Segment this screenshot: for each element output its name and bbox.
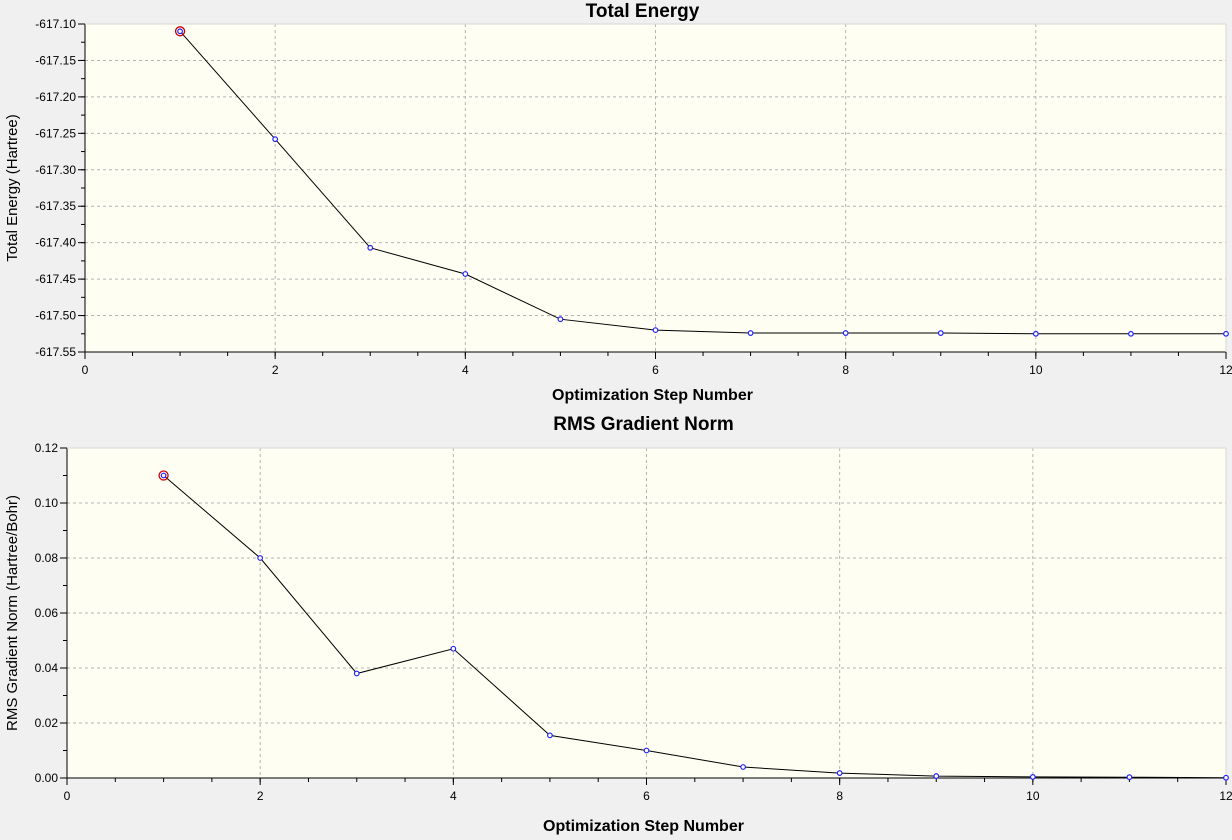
y-axis-title: RMS Gradient Norm (Hartree/Bohr) xyxy=(4,495,21,731)
x-tick-label: 8 xyxy=(842,363,849,377)
series-line xyxy=(179,30,1226,335)
x-tick-label: 6 xyxy=(652,363,659,377)
data-point xyxy=(1223,774,1229,781)
x-tick-label: 4 xyxy=(450,789,457,803)
data-point xyxy=(1223,330,1229,337)
x-axis-title: Optimization Step Number xyxy=(543,818,744,835)
data-point xyxy=(937,330,944,336)
data-point xyxy=(177,28,183,35)
data-point xyxy=(450,645,457,652)
x-tick-label: 0 xyxy=(82,363,89,377)
x-tick-label: 4 xyxy=(462,363,469,377)
y-tick-label: -617.45 xyxy=(35,272,76,286)
ticks xyxy=(60,447,1227,785)
data-point xyxy=(272,136,279,143)
data-point xyxy=(1126,774,1133,781)
y-tick-label: -617.20 xyxy=(35,90,76,104)
data-point xyxy=(747,330,754,336)
y-tick-label: -617.40 xyxy=(35,236,76,250)
total-energy-chart: 0 2 4 6 8 10 12 -617.55 -617.50 -617.45 -617.40 -61… xyxy=(4,1,1232,404)
x-tick-label: 2 xyxy=(272,363,279,377)
x-tick-label: 8 xyxy=(836,789,843,803)
chart-title: RMS Gradient Norm xyxy=(553,415,734,435)
y-tick-label: 0.08 xyxy=(35,551,59,565)
data-point xyxy=(1029,774,1036,780)
y-tick-label: 0.06 xyxy=(35,606,59,620)
data-point xyxy=(547,732,553,739)
rms-gradient-chart: 0 2 4 6 8 10 12 0.00 0.02 0.04 0.06 0.08 0.10 0.12 RMS… xyxy=(4,415,1232,835)
data-point xyxy=(842,330,849,336)
y-tick-label: 0.12 xyxy=(35,441,59,455)
series-line xyxy=(163,475,1227,779)
data-point xyxy=(557,316,564,323)
x-axis-title: Optimization Step Number xyxy=(552,387,753,404)
highlight-marker xyxy=(174,26,186,37)
data-point xyxy=(257,555,264,561)
y-tick-label: 0.00 xyxy=(35,771,59,785)
data-point xyxy=(160,472,167,479)
y-tick-label: -617.15 xyxy=(35,53,76,67)
y-tick-label: 0.04 xyxy=(35,661,59,675)
data-point xyxy=(643,747,650,754)
highlight-marker xyxy=(158,470,169,481)
data-point xyxy=(740,764,746,770)
data-point xyxy=(1032,330,1039,337)
x-tick-label: 2 xyxy=(257,789,264,803)
data-point xyxy=(367,244,374,251)
data-point xyxy=(933,773,940,779)
x-tick-label: 6 xyxy=(643,789,650,803)
chart-title: Total Energy xyxy=(586,1,700,22)
data-point xyxy=(836,770,843,776)
x-tick-label: 10 xyxy=(1029,363,1043,377)
y-tick-label: -617.25 xyxy=(35,126,76,140)
x-tick-label: 12 xyxy=(1219,789,1232,803)
y-tick-label: -617.30 xyxy=(35,163,76,177)
x-tick-label: 10 xyxy=(1026,789,1040,803)
y-tick-label: -617.35 xyxy=(35,199,76,213)
ticks xyxy=(78,23,1227,359)
y-axis-title: Total Energy (Hartree) xyxy=(4,114,21,262)
y-tick-label: -617.50 xyxy=(35,309,76,323)
data-point xyxy=(353,670,360,677)
x-tick-label: 12 xyxy=(1219,363,1232,377)
data-point xyxy=(652,327,659,334)
y-tick-label: -617.55 xyxy=(35,345,76,359)
x-tick-label: 0 xyxy=(64,789,71,803)
y-tick-label: -617.10 xyxy=(35,17,76,31)
data-point xyxy=(1128,330,1134,337)
data-point xyxy=(462,271,469,277)
y-tick-label: 0.10 xyxy=(35,496,59,510)
y-tick-label: 0.02 xyxy=(35,716,59,730)
